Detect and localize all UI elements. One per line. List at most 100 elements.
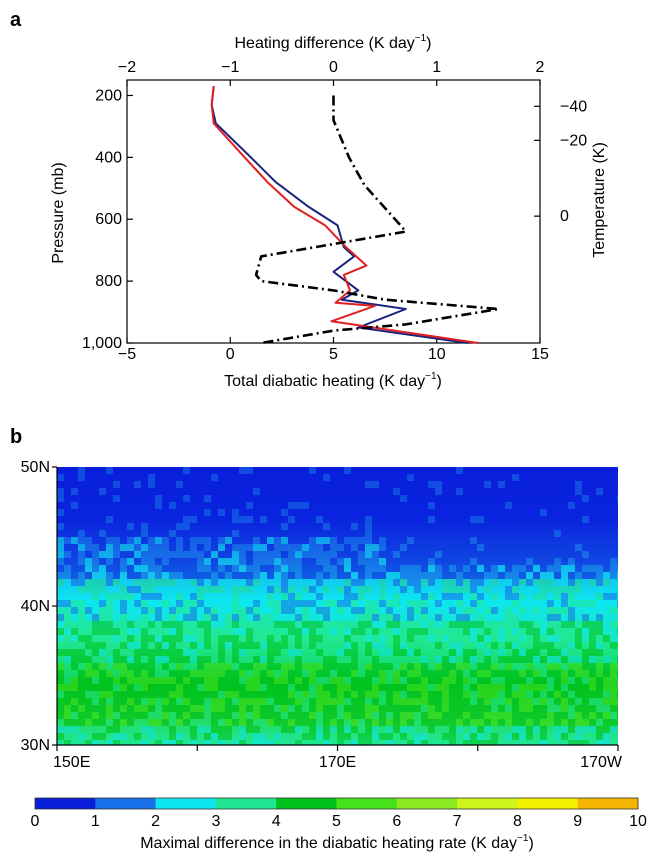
heatmap-cell	[421, 621, 428, 628]
heatmap-cell	[442, 621, 449, 628]
heatmap-cell	[106, 719, 113, 726]
heatmap-cell	[57, 586, 64, 593]
heatmap-cell	[428, 621, 435, 628]
heatmap-cell	[435, 635, 442, 642]
heatmap-cell	[225, 677, 232, 684]
heatmap-cell	[547, 621, 554, 628]
heatmap-cell	[470, 565, 477, 572]
heatmap-cell	[134, 481, 141, 488]
heatmap-cell	[253, 628, 260, 635]
heatmap-cell	[442, 502, 449, 509]
heatmap-cell	[512, 684, 519, 691]
colorbar-tick-label: 6	[392, 813, 401, 830]
heatmap-cell	[561, 726, 568, 733]
heatmap-cell	[218, 691, 225, 698]
heatmap-cell	[533, 565, 540, 572]
heatmap-cell	[519, 740, 526, 745]
heatmap-cell	[323, 600, 330, 607]
heatmap-cell	[239, 656, 246, 663]
heatmap-cell	[442, 495, 449, 502]
heatmap-cell	[330, 649, 337, 656]
heatmap-cell	[505, 691, 512, 698]
heatmap-cell	[260, 544, 267, 551]
heatmap-cell	[260, 523, 267, 530]
heatmap-cell	[176, 663, 183, 670]
heatmap-cell	[225, 670, 232, 677]
heatmap-cell	[148, 600, 155, 607]
heatmap-cell	[575, 663, 582, 670]
heatmap-cell	[428, 712, 435, 719]
heatmap-cell	[596, 726, 603, 733]
heatmap-cell	[484, 523, 491, 530]
heatmap-cell	[435, 579, 442, 586]
heatmap-cell	[232, 607, 239, 614]
heatmap-cell	[351, 495, 358, 502]
heatmap-cell	[561, 705, 568, 712]
heatmap-cell	[323, 509, 330, 516]
heatmap-cell	[197, 691, 204, 698]
heatmap-cell	[274, 565, 281, 572]
heatmap-cell	[274, 635, 281, 642]
colorbar-segment	[457, 798, 518, 809]
heatmap-cell	[99, 558, 106, 565]
heatmap-cell	[379, 495, 386, 502]
heatmap-cell	[540, 558, 547, 565]
heatmap-cell	[393, 726, 400, 733]
heatmap-cell	[400, 593, 407, 600]
heatmap-cell	[470, 502, 477, 509]
heatmap-cell	[148, 544, 155, 551]
heatmap-cell	[176, 649, 183, 656]
heatmap-cell	[260, 467, 267, 474]
heatmap-cell	[365, 656, 372, 663]
heatmap-cell	[477, 607, 484, 614]
heatmap-cell	[589, 544, 596, 551]
heatmap-cell	[197, 733, 204, 740]
heatmap-cell	[463, 481, 470, 488]
heatmap-cell	[554, 558, 561, 565]
heatmap-cell	[491, 614, 498, 621]
heatmap-cell	[267, 726, 274, 733]
heatmap-cell	[414, 607, 421, 614]
heatmap-cell	[267, 740, 274, 745]
heatmap-cell	[400, 649, 407, 656]
heatmap-cell	[498, 684, 505, 691]
heatmap-cell	[274, 586, 281, 593]
heatmap-cell	[463, 488, 470, 495]
heatmap-cell	[568, 628, 575, 635]
heatmap-cell	[316, 712, 323, 719]
heatmap-cell	[575, 677, 582, 684]
heatmap-cell	[288, 719, 295, 726]
heatmap-cell	[295, 712, 302, 719]
heatmap-cell	[512, 474, 519, 481]
heatmap-cell	[134, 474, 141, 481]
heatmap-cell	[344, 719, 351, 726]
heatmap-cell	[99, 705, 106, 712]
heatmap-cell	[141, 635, 148, 642]
heatmap-cell	[57, 705, 64, 712]
heatmap-cell	[232, 516, 239, 523]
heatmap-cell	[288, 698, 295, 705]
heatmap-cell	[232, 481, 239, 488]
heatmap-cell	[71, 481, 78, 488]
heatmap-cell	[302, 677, 309, 684]
heatmap-cell	[190, 481, 197, 488]
heatmap-cell	[540, 719, 547, 726]
heatmap-cell	[358, 726, 365, 733]
heatmap-cell	[204, 467, 211, 474]
heatmap-cell	[316, 523, 323, 530]
heatmap-cell	[218, 544, 225, 551]
heatmap-cell	[365, 572, 372, 579]
heatmap-cell	[267, 712, 274, 719]
heatmap-cell	[267, 705, 274, 712]
heatmap-cell	[148, 537, 155, 544]
heatmap-cell	[379, 600, 386, 607]
heatmap-cell	[106, 558, 113, 565]
heatmap-cell	[162, 600, 169, 607]
heatmap-cell	[323, 586, 330, 593]
heatmap-cell	[414, 628, 421, 635]
heatmap-cell	[540, 607, 547, 614]
heatmap-cell	[435, 698, 442, 705]
heatmap-cell	[344, 614, 351, 621]
heatmap-cell	[127, 726, 134, 733]
heatmap-cell	[351, 502, 358, 509]
